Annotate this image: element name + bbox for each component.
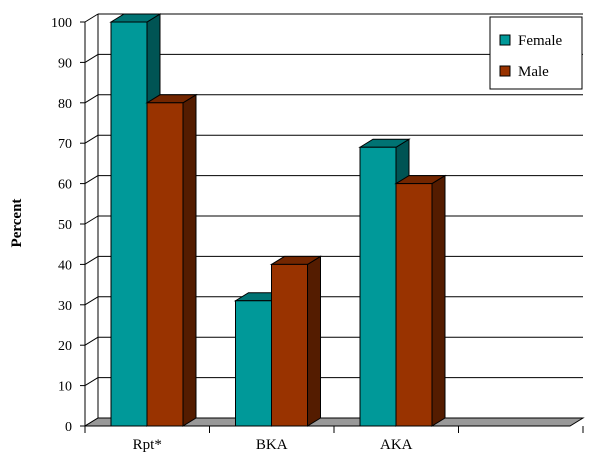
gridline-side	[84, 94, 99, 104]
legend: Female Male	[489, 16, 583, 90]
legend-label-female: Female	[518, 33, 562, 49]
gridline-side	[84, 134, 99, 144]
bar-front	[271, 263, 308, 427]
y-tick-label: 50	[58, 218, 72, 233]
gridline-side	[84, 215, 99, 225]
axes: 0 10 20 30 40 50 60 70 80 90 100 Rpt* BKA AKA	[51, 16, 584, 453]
bar-side	[307, 255, 321, 427]
bar-front	[110, 21, 148, 427]
y-tick-label: 40	[58, 258, 72, 273]
y-tick-label: 70	[58, 137, 72, 152]
y-axis-label: Percent	[9, 199, 25, 248]
x-tick-label: Rpt*	[133, 437, 162, 453]
bar-male	[269, 255, 323, 427]
bar-front	[146, 102, 184, 427]
gridline-side	[84, 377, 99, 387]
y-tick-label: 90	[58, 56, 72, 71]
y-tick-label: 10	[58, 380, 72, 395]
bar-side	[431, 174, 446, 427]
bar-front	[235, 300, 272, 427]
gridline-side	[84, 13, 99, 23]
gridline-side	[84, 53, 99, 63]
bar-front	[359, 146, 397, 427]
bar-side	[182, 93, 197, 427]
legend-swatch-female	[499, 34, 511, 46]
y-tick-label: 80	[58, 97, 72, 112]
gridline-side	[84, 175, 99, 185]
bar-male	[394, 174, 447, 427]
x-tick-label: AKA	[380, 437, 413, 453]
legend-label-male: Male	[518, 64, 549, 80]
gridline-side	[84, 336, 99, 346]
y-tick-label: 60	[58, 178, 72, 193]
x-tick-label: BKA	[256, 437, 288, 453]
y-tick-label: 20	[58, 339, 72, 354]
bar-male	[145, 93, 198, 427]
y-tick-label: 0	[65, 420, 72, 435]
bar-front	[395, 183, 433, 427]
legend-box	[489, 16, 583, 90]
bars	[109, 13, 447, 427]
legend-swatch-male	[499, 65, 511, 77]
y-tick-label: 100	[51, 16, 72, 31]
gridline-side	[84, 296, 99, 306]
y-tick-label: 30	[58, 299, 72, 314]
gridline-side	[84, 255, 99, 265]
